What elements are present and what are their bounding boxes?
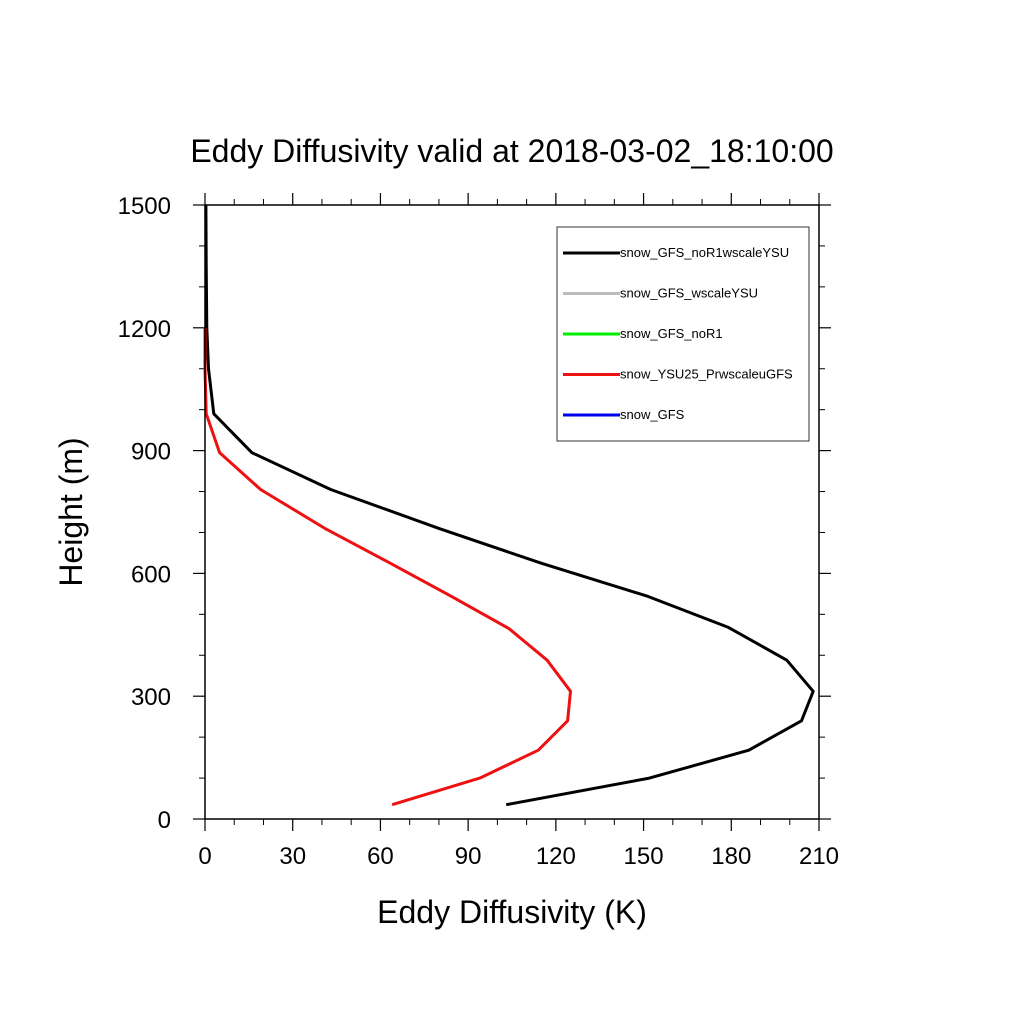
series-line-snow-gfs-nor1wscaleysu	[204, 204, 815, 807]
x-tick-label: 150	[624, 843, 664, 870]
y-tick-label: 1500	[118, 193, 171, 220]
major-ticks	[193, 193, 831, 831]
minor-ticks	[199, 199, 825, 825]
x-tick-label: 30	[279, 843, 306, 870]
x-tick-label: 120	[536, 843, 576, 870]
legend-label: snow_GFS_noR1	[620, 326, 723, 341]
legend-label: snow_GFS_wscaleYSU	[620, 286, 758, 301]
y-axis-title: Height (m)	[53, 437, 89, 586]
y-tick-label: 900	[131, 439, 171, 466]
x-tick-label: 90	[455, 843, 482, 870]
legend-label: snow_GFS_noR1wscaleYSU	[620, 245, 789, 260]
y-tick-label: 600	[131, 561, 171, 588]
x-tick-label: 210	[799, 843, 839, 870]
legend-label: snow_GFS	[620, 407, 685, 422]
y-tick-label: 0	[158, 807, 171, 834]
series-lines	[203, 204, 815, 807]
y-tick-label: 1200	[118, 316, 171, 343]
series-line-snow-ysu25-prwscaleugfs	[203, 327, 572, 807]
y-tick-label: 300	[131, 684, 171, 711]
chart-title: Eddy Diffusivity valid at 2018-03-02_18:…	[190, 133, 833, 169]
x-tick-label: 60	[367, 843, 394, 870]
legend: snow_GFS_noR1wscaleYSU snow_GFS_wscaleYSU…	[556, 226, 810, 442]
y-tick-labels: 0 300 600 900 1200 1500	[118, 193, 171, 834]
legend-label: snow_YSU25_PrwscaleuGFS	[620, 367, 793, 382]
x-axis-title: Eddy Diffusivity (K)	[377, 894, 647, 930]
x-tick-label: 0	[198, 843, 211, 870]
x-tick-labels: 0 30 60 90 120 150 180 210	[198, 843, 839, 870]
legend-entries: snow_GFS_noR1wscaleYSU snow_GFS_wscaleYSU…	[563, 245, 793, 422]
x-tick-label: 180	[711, 843, 751, 870]
plot-frame	[204, 204, 820, 820]
